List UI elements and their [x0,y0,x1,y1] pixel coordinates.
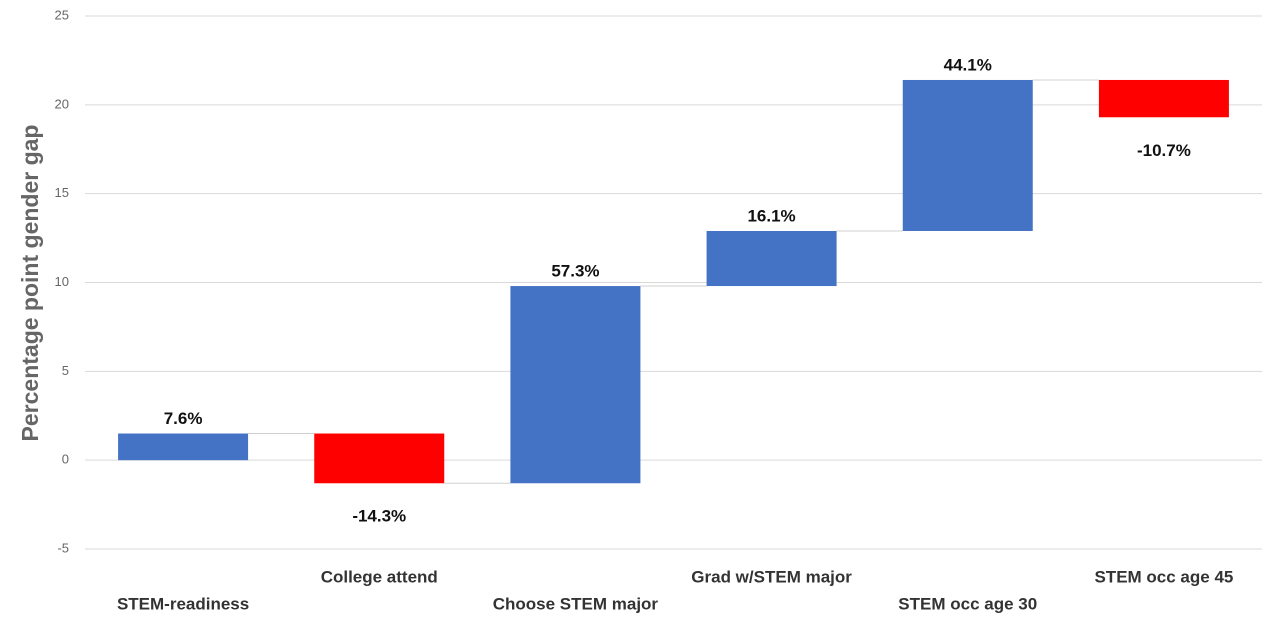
bar [1098,79,1229,118]
y-tick-label: -5 [57,540,69,555]
y-tick-label: 25 [55,7,69,22]
data-label: 7.6% [164,409,203,428]
bar [902,79,1033,231]
x-tick-label: Choose STEM major [493,594,659,613]
data-label: -10.7% [1137,141,1191,160]
y-tick-label: 5 [62,363,69,378]
x-tick-label: STEM occ age 45 [1094,567,1233,586]
bar [118,433,249,461]
bar [314,433,445,484]
data-label: 44.1% [944,55,992,74]
data-label: -14.3% [352,507,406,526]
y-tick-label: 0 [62,452,69,467]
bar [706,230,837,287]
x-tick-label: STEM-readiness [117,594,249,613]
x-tick-label: STEM occ age 30 [898,594,1037,613]
y-tick-label: 15 [55,185,69,200]
x-tick-label: College attend [321,567,438,586]
x-tick-label: Grad w/STEM major [691,567,852,586]
bar [510,286,641,484]
y-tick-label: 10 [55,274,69,289]
data-label: 57.3% [551,262,599,281]
y-tick-label: 20 [55,96,69,111]
data-label: 16.1% [747,206,795,225]
y-axis-label: Percentage point gender gap [17,125,43,442]
